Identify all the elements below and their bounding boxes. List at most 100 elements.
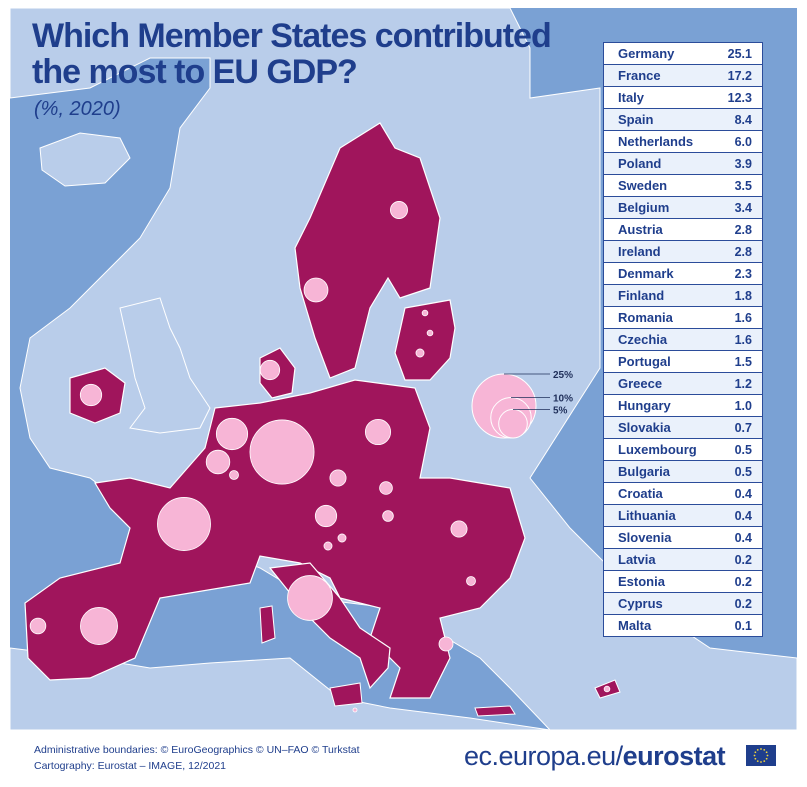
gdp-share-value: 12.3 bbox=[727, 90, 752, 105]
country-name: Czechia bbox=[618, 332, 668, 347]
country-name: Cyprus bbox=[618, 596, 663, 611]
country-name: Greece bbox=[618, 376, 663, 391]
eu-fill-baltics bbox=[394, 299, 456, 381]
eu-fill-sicily bbox=[329, 682, 363, 707]
table-row: France 17.2 bbox=[604, 65, 762, 87]
table-row: Belgium 3.4 bbox=[604, 197, 762, 219]
gdp-bubble-lithuania bbox=[415, 348, 425, 358]
eu-fill-mainland bbox=[24, 379, 526, 699]
gdp-bubble-czechia bbox=[329, 469, 347, 487]
country-name: Portugal bbox=[618, 354, 671, 369]
gdp-share-value: 0.2 bbox=[734, 596, 752, 611]
gdp-bubble-netherlands bbox=[215, 417, 249, 451]
table-row: Slovenia 0.4 bbox=[604, 527, 762, 549]
country-name: France bbox=[618, 68, 661, 83]
country-name: Malta bbox=[618, 618, 652, 633]
table-row: Croatia 0.4 bbox=[604, 483, 762, 505]
gdp-bubble-poland bbox=[364, 418, 392, 446]
gdp-bubble-denmark bbox=[259, 359, 281, 381]
table-row: Netherlands 6.0 bbox=[604, 131, 762, 153]
country-name: Hungary bbox=[618, 398, 671, 413]
gdp-share-value: 3.9 bbox=[734, 156, 752, 171]
gdp-bubble-latvia bbox=[426, 329, 434, 337]
table-row: Spain 8.4 bbox=[604, 109, 762, 131]
gdp-bubble-estonia bbox=[421, 309, 429, 317]
gdp-bubble-ireland bbox=[79, 383, 103, 407]
country-name: Lithuania bbox=[618, 508, 676, 523]
gdp-share-value: 0.2 bbox=[734, 552, 752, 567]
gdp-bubble-spain bbox=[80, 607, 118, 645]
eu-fill-nordic bbox=[294, 122, 441, 379]
country-name: Luxembourg bbox=[618, 442, 697, 457]
gdp-share-value: 0.5 bbox=[734, 442, 752, 457]
credit-boundaries: Administrative boundaries: © EuroGeograp… bbox=[34, 744, 360, 756]
legend-label: 5% bbox=[553, 405, 568, 416]
table-row: Bulgaria 0.5 bbox=[604, 461, 762, 483]
gdp-share-value: 0.5 bbox=[734, 464, 752, 479]
eu-flag-icon bbox=[746, 745, 776, 766]
table-row: Malta 0.1 bbox=[604, 615, 762, 636]
table-row: Latvia 0.2 bbox=[604, 549, 762, 571]
eurostat-brand[interactable]: ec.europa.eu/eurostat bbox=[464, 741, 726, 772]
gdp-share-value: 1.5 bbox=[734, 354, 752, 369]
table-row: Czechia 1.6 bbox=[604, 329, 762, 351]
table-row: Hungary 1.0 bbox=[604, 395, 762, 417]
country-name: Austria bbox=[618, 222, 663, 237]
legend-label: 25% bbox=[553, 370, 573, 381]
gdp-share-value: 3.4 bbox=[734, 200, 752, 215]
title-line-2: the most to EU GDP? bbox=[32, 53, 358, 91]
table-row: Portugal 1.5 bbox=[604, 351, 762, 373]
gdp-bubble-malta bbox=[352, 707, 358, 713]
gdp-bubble-cyprus bbox=[603, 685, 611, 693]
country-name: Denmark bbox=[618, 266, 674, 281]
gdp-share-value: 0.7 bbox=[734, 420, 752, 435]
gdp-share-value: 6.0 bbox=[734, 134, 752, 149]
land-british-isles bbox=[119, 297, 211, 434]
table-row: Germany 25.1 bbox=[604, 43, 762, 65]
bubble-legend: 25% 10%5% bbox=[471, 370, 573, 439]
gdp-bubble-france bbox=[157, 497, 211, 551]
gdp-share-value: 0.4 bbox=[734, 530, 752, 545]
country-name: Bulgaria bbox=[618, 464, 671, 479]
gdp-bubble-italy bbox=[287, 575, 333, 621]
country-name: Sweden bbox=[618, 178, 668, 193]
gdp-bubble-romania bbox=[450, 520, 468, 538]
gdp-share-value: 2.8 bbox=[734, 244, 752, 259]
title-line-1: Which Member States contributed bbox=[32, 17, 552, 55]
table-row: Austria 2.8 bbox=[604, 219, 762, 241]
table-row: Cyprus 0.2 bbox=[604, 593, 762, 615]
gdp-share-value: 1.2 bbox=[734, 376, 752, 391]
gdp-share-value: 1.6 bbox=[734, 332, 752, 347]
eu-fill-crete bbox=[474, 705, 516, 717]
table-row: Romania 1.6 bbox=[604, 307, 762, 329]
table-row: Finland 1.8 bbox=[604, 285, 762, 307]
table-row: Luxembourg 0.5 bbox=[604, 439, 762, 461]
gdp-share-value: 1.0 bbox=[734, 398, 752, 413]
gdp-bubble-croatia bbox=[337, 533, 347, 543]
table-row: Poland 3.9 bbox=[604, 153, 762, 175]
table-row: Estonia 0.2 bbox=[604, 571, 762, 593]
country-name: Ireland bbox=[618, 244, 661, 259]
gdp-share-value: 0.1 bbox=[734, 618, 752, 633]
country-name: Germany bbox=[618, 46, 675, 61]
gdp-share-value: 1.6 bbox=[734, 310, 752, 325]
table-row: Sweden 3.5 bbox=[604, 175, 762, 197]
gdp-bubble-germany bbox=[249, 419, 315, 485]
brand-name: eurostat bbox=[622, 741, 726, 771]
table-row: Italy 12.3 bbox=[604, 87, 762, 109]
gdp-share-value: 0.4 bbox=[734, 486, 752, 501]
map-title: Which Member States contributed the most… bbox=[32, 18, 592, 90]
country-name: Poland bbox=[618, 156, 662, 171]
country-name: Slovenia bbox=[618, 530, 672, 545]
table-row: Slovakia 0.7 bbox=[604, 417, 762, 439]
gdp-share-table: Germany 25.1 France 17.2 Italy 12.3 Spain 8.4 Ne… bbox=[603, 42, 763, 637]
footer bbox=[0, 733, 807, 787]
legend-label: 10% bbox=[553, 394, 573, 405]
gdp-bubble-luxembourg bbox=[229, 470, 239, 480]
gdp-bubble-sweden bbox=[303, 277, 329, 303]
table-row: Lithuania 0.4 bbox=[604, 505, 762, 527]
gdp-bubble-slovakia bbox=[382, 510, 394, 522]
country-name: Belgium bbox=[618, 200, 670, 215]
map-subtitle: (%, 2020) bbox=[34, 98, 121, 120]
